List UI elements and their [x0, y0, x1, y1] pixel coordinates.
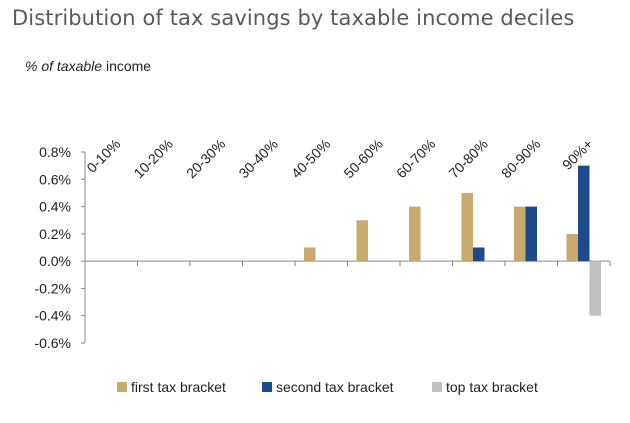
legend-label: second tax bracket	[276, 379, 394, 395]
y-tick-label: 0.4%	[39, 199, 71, 215]
chart-title: Distribution of tax savings by taxable i…	[12, 6, 575, 30]
y-tick-label: -0.4%	[34, 308, 71, 324]
x-tick-label: 60-70%	[393, 136, 438, 181]
bar-top-tax-bracket	[589, 261, 601, 316]
legend-label: top tax bracket	[446, 379, 538, 395]
legend-swatch	[432, 382, 442, 392]
bar-first-tax-bracket	[409, 206, 421, 262]
x-tick-label: 80-90%	[498, 136, 543, 181]
y-tick-label: -0.6%	[34, 335, 71, 351]
x-tick-label: 70-80%	[445, 136, 490, 181]
y-axis-label: % of taxable income	[25, 58, 151, 74]
x-tick-label: 30-40%	[235, 136, 280, 181]
legend-swatch	[117, 382, 127, 392]
bar-first-tax-bracket	[461, 192, 473, 262]
bar-first-tax-bracket	[356, 220, 368, 262]
y-tick-label: 0.6%	[39, 171, 71, 187]
x-tick-label: 10-20%	[130, 136, 175, 181]
x-tick-label: 0-10%	[83, 136, 123, 176]
x-tick-label: 50-60%	[340, 136, 385, 181]
y-tick-label: 0.2%	[39, 226, 71, 242]
bar-first-tax-bracket	[514, 206, 526, 262]
y-axis-label-rest: income	[102, 58, 152, 74]
legend-swatch	[262, 382, 272, 392]
y-tick-label: 0.8%	[39, 144, 71, 160]
bar-first-tax-bracket	[566, 233, 578, 262]
x-tick-label: 40-50%	[288, 136, 333, 181]
bar-second-tax-bracket	[578, 165, 590, 262]
bar-second-tax-bracket	[525, 206, 537, 262]
bar-first-tax-bracket	[304, 247, 316, 262]
x-tick-label: 20-30%	[183, 136, 228, 181]
y-tick-label: -0.2%	[34, 280, 71, 296]
y-axis-label-italic: % of taxable	[25, 58, 103, 74]
bar-second-tax-bracket	[473, 247, 485, 262]
x-tick-label: 90%+	[559, 136, 596, 173]
y-tick-label: 0.0%	[39, 253, 71, 269]
legend-label: first tax bracket	[131, 379, 226, 395]
